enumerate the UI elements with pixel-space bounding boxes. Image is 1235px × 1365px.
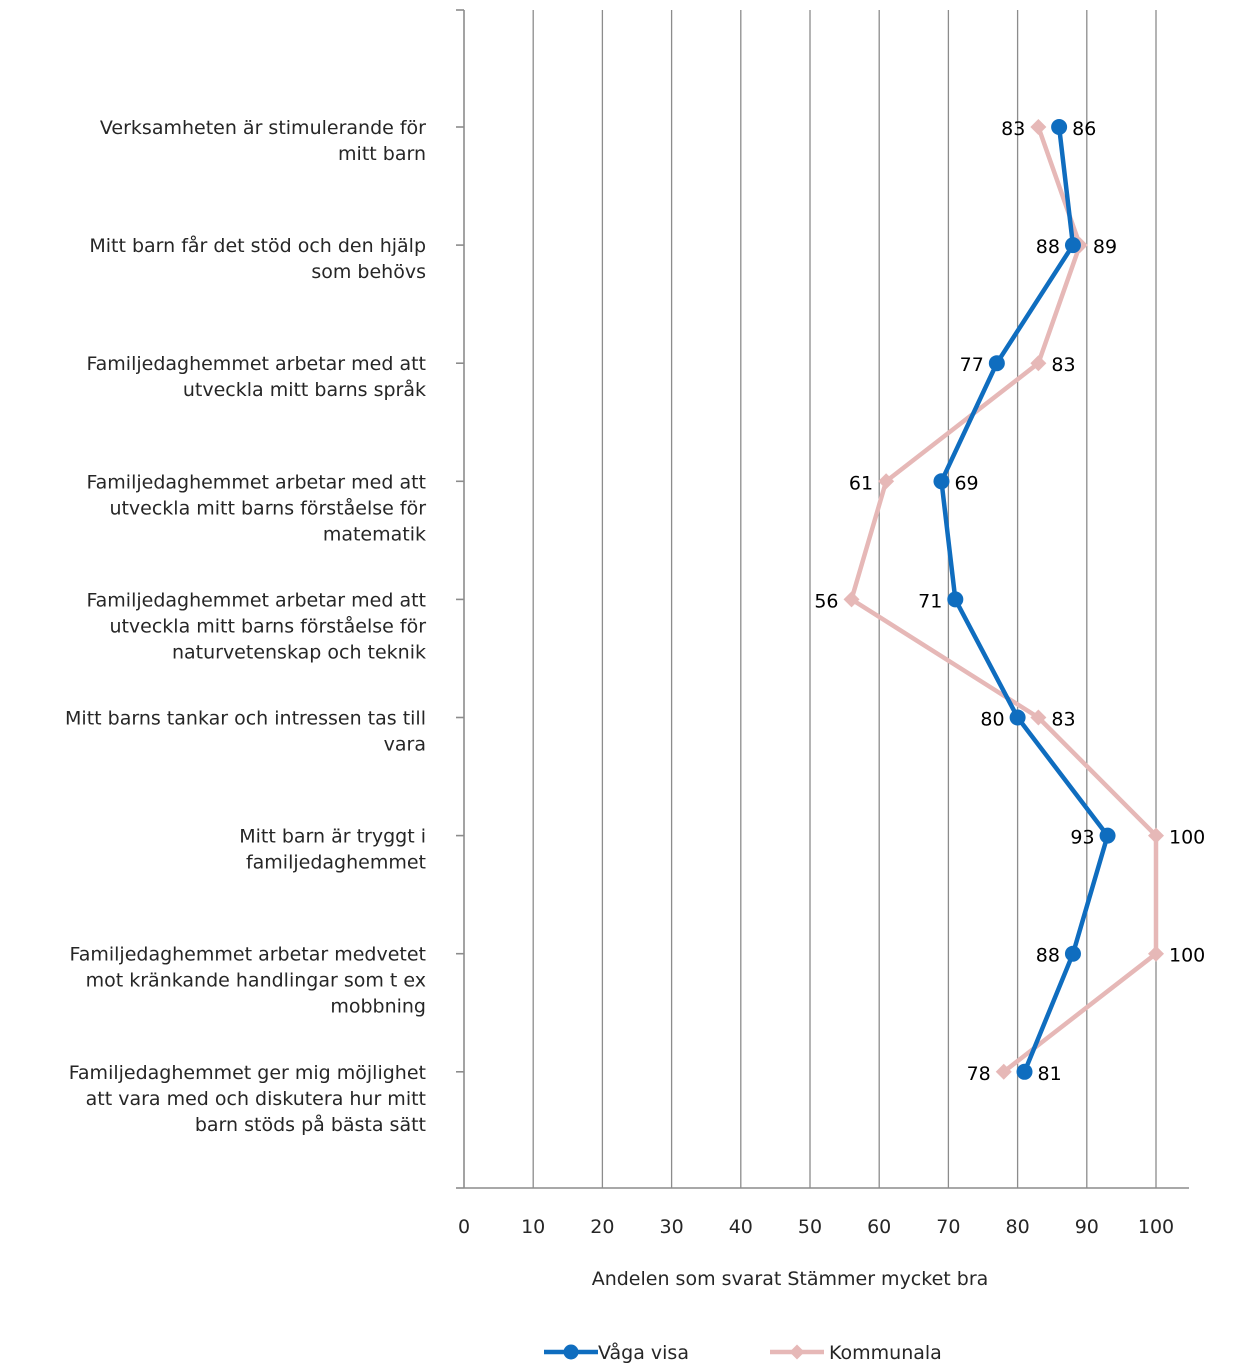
- category-label-line: Familjedaghemmet arbetar med att: [86, 353, 426, 375]
- data-label-kommunala: 56: [814, 590, 838, 612]
- legend-marker-vaga-visa: [563, 1344, 579, 1360]
- data-label-kommunala: 83: [1051, 709, 1075, 731]
- gridlines: [532, 10, 1157, 1188]
- point-vaga-visa: [1064, 945, 1081, 962]
- x-tick-label: 50: [798, 1216, 822, 1238]
- series: [843, 119, 1164, 1080]
- legend: Våga visa Kommunala: [544, 1341, 942, 1364]
- point-vaga-visa: [988, 355, 1005, 372]
- category-label-line: Verksamheten är stimulerande för: [100, 117, 426, 139]
- point-vaga-visa: [947, 591, 964, 608]
- category-label-line: Familjedaghemmet arbetar med att: [86, 471, 426, 493]
- data-label-kommunala: 83: [1001, 118, 1025, 140]
- x-tick-label: 0: [458, 1216, 470, 1238]
- category-label-line: utveckla mitt barns förståelse för: [109, 614, 426, 637]
- category-label-line: som behövs: [311, 261, 426, 283]
- legend-label-vaga-visa: Våga visa: [598, 1341, 689, 1364]
- data-label-vaga-visa: 80: [980, 709, 1004, 731]
- category-label-line: Mitt barns tankar och intressen tas till: [65, 708, 426, 730]
- data-label-vaga-visa: 88: [1036, 236, 1060, 258]
- data-label-kommunala: 89: [1093, 236, 1117, 258]
- x-tick-labels: 0 10 20 30 40 50 60 70 80 90 100: [458, 1216, 1174, 1238]
- data-label-kommunala: 100: [1169, 945, 1205, 967]
- x-tick-label: 10: [521, 1216, 545, 1238]
- data-label-kommunala: 78: [967, 1063, 991, 1085]
- data-label-kommunala: 83: [1051, 354, 1075, 376]
- point-kommunala: [1030, 355, 1047, 372]
- data-label-kommunala: 100: [1169, 827, 1205, 849]
- category-label: Familjedaghemmet arbetar med att utveckla…: [86, 471, 426, 545]
- series-line-vaga-visa: [939, 126, 1110, 1073]
- legend-marker-kommunala: [789, 1344, 805, 1360]
- category-label-line: familjedaghemmet: [246, 852, 426, 874]
- x-tick-label: 70: [936, 1216, 960, 1238]
- category-label: Mitt barn får det stöd och den hjälp som …: [89, 234, 426, 283]
- x-tick-label: 90: [1075, 1216, 1099, 1238]
- data-label-vaga-visa: 77: [960, 354, 984, 376]
- data-label-vaga-visa: 93: [1070, 827, 1094, 849]
- category-label-line: mitt barn: [338, 143, 426, 165]
- data-label-vaga-visa: 81: [1038, 1063, 1062, 1085]
- category-label-line: vara: [384, 734, 426, 756]
- axes: [456, 9, 1189, 1189]
- x-tick-label: 30: [660, 1216, 684, 1238]
- point-kommunala: [1148, 827, 1164, 844]
- category-label: Familjedaghemmet arbetar med att utveckla…: [86, 353, 426, 401]
- x-axis-title: Andelen som svarat Stämmer mycket bra: [592, 1268, 989, 1290]
- category-label: Familjedaghemmet ger mig möjlighet att va…: [69, 1062, 426, 1136]
- data-labels: 86 88 77 69 71 80 93 88 81 83 89 83 61 56 83 100 100 78: [814, 118, 1205, 1085]
- series-line-kommunala: [849, 126, 1159, 1074]
- category-label-line: matematik: [323, 523, 426, 545]
- category-label: Familjedaghemmet arbetar med att utveckla…: [86, 589, 426, 663]
- x-tick-label: 20: [590, 1216, 614, 1238]
- x-tick-label: 60: [867, 1216, 891, 1238]
- category-label-line: utveckla mitt barns förståelse för: [109, 496, 426, 519]
- legend-label-kommunala: Kommunala: [829, 1342, 942, 1364]
- category-label-line: Familjedaghemmet ger mig möjlighet: [69, 1062, 426, 1084]
- category-label-line: Mitt barn är tryggt i: [239, 826, 426, 848]
- category-label: Mitt barn är tryggt i familjedaghemmet: [239, 826, 426, 874]
- data-label-vaga-visa: 71: [918, 590, 942, 612]
- data-label-vaga-visa: 69: [954, 472, 978, 494]
- point-vaga-visa: [1009, 709, 1026, 726]
- data-label-vaga-visa: 86: [1072, 118, 1096, 140]
- point-kommunala: [878, 473, 895, 490]
- x-tick-label: 80: [1006, 1216, 1030, 1238]
- point-kommunala: [995, 1063, 1012, 1080]
- point-vaga-visa: [1016, 1063, 1033, 1080]
- category-label-line: utveckla mitt barns språk: [183, 378, 426, 401]
- category-label: Mitt barns tankar och intressen tas till…: [65, 708, 426, 756]
- point-vaga-visa: [933, 473, 950, 490]
- point-kommunala: [1030, 709, 1047, 726]
- category-label-line: naturvetenskap och teknik: [172, 641, 426, 663]
- data-label-kommunala: 61: [849, 472, 873, 494]
- category-label-line: Familjedaghemmet arbetar medvetet: [70, 944, 426, 966]
- point-kommunala: [1030, 119, 1047, 135]
- category-label-line: Mitt barn får det stöd och den hjälp: [89, 234, 426, 257]
- x-tick-label: 100: [1138, 1216, 1174, 1238]
- category-label-line: Familjedaghemmet arbetar med att: [86, 589, 426, 611]
- category-label: Familjedaghemmet arbetar medvetet mot krä…: [70, 944, 426, 1018]
- point-vaga-visa: [1064, 237, 1081, 254]
- category-label-line: att vara med och diskutera hur mitt: [86, 1088, 426, 1110]
- category-label: Verksamheten är stimulerande för mitt bar…: [100, 117, 426, 165]
- point-kommunala: [1148, 945, 1164, 962]
- category-label-line: mot kränkande handlingar som t ex: [86, 970, 426, 992]
- point-vaga-visa: [1099, 827, 1116, 844]
- point-kommunala: [843, 591, 860, 608]
- category-label-line: barn stöds på bästa sätt: [195, 1113, 426, 1136]
- category-labels: Verksamheten är stimulerande för mitt bar…: [65, 117, 426, 1136]
- x-tick-label: 40: [729, 1216, 753, 1238]
- data-label-vaga-visa: 88: [1036, 945, 1060, 967]
- point-vaga-visa: [1051, 119, 1068, 135]
- category-label-line: mobbning: [330, 996, 426, 1018]
